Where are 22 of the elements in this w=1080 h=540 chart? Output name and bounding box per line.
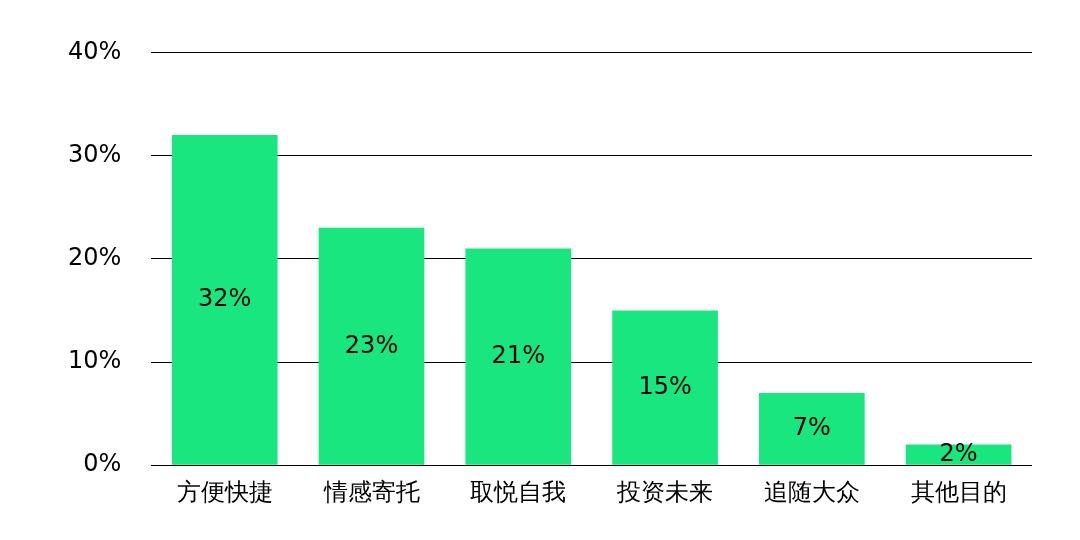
bar bbox=[465, 248, 572, 465]
x-tick-label: 情感寄托 bbox=[322, 477, 420, 506]
y-tick-label: 0% bbox=[83, 449, 122, 478]
y-tick-label: 30% bbox=[68, 139, 122, 168]
y-tick-label: 40% bbox=[68, 36, 122, 65]
data-label: 7% bbox=[792, 413, 831, 442]
x-tick-label: 取悦自我 bbox=[470, 477, 567, 506]
data-label: 32% bbox=[198, 284, 252, 313]
bar bbox=[318, 227, 425, 465]
data-label: 21% bbox=[491, 340, 545, 369]
data-label: 2% bbox=[939, 438, 978, 467]
y-tick-label: 10% bbox=[68, 346, 122, 375]
y-tick-label: 20% bbox=[68, 243, 122, 272]
x-tick-label: 投资未来 bbox=[616, 477, 714, 506]
bar bbox=[759, 392, 865, 465]
data-label: 15% bbox=[638, 371, 692, 400]
x-tick-label: 追随大众 bbox=[763, 477, 860, 506]
x-tick-label: 方便快捷 bbox=[176, 477, 273, 506]
bar bbox=[612, 310, 718, 465]
data-label: 23% bbox=[344, 330, 399, 359]
x-tick-label: 其他目的 bbox=[910, 477, 1007, 506]
bar bbox=[171, 134, 278, 465]
